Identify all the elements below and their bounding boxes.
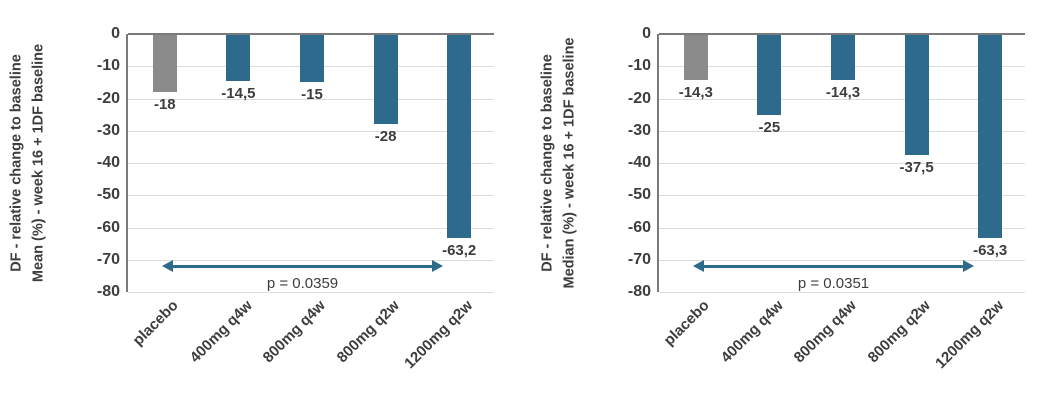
arrow-left-head [692,260,704,273]
gridline [659,195,1025,197]
bar-800mg-q4w [831,34,855,81]
y-tick-label: -10 [96,57,120,75]
gridline [128,195,494,197]
y-tick-label: -70 [96,250,120,268]
bar-value-label: -15 [301,86,323,104]
p-value-label: p = 0.0351 [797,275,870,293]
arrow-right-head [432,260,444,273]
x-category-label: placebo [660,297,713,350]
y-tick-label: -80 [627,283,651,300]
x-category-label: 800mg q4w [790,297,861,367]
gridline [659,227,1025,229]
y-tick-label: -40 [627,154,651,171]
significance-arrow [700,265,967,269]
y-tick-label: 0 [642,25,651,42]
y-tick-label: -50 [96,186,120,204]
bar-value-label: -14,3 [825,84,861,102]
y-tick-label: -10 [627,57,651,75]
bar-1200mg-q2w [447,34,472,238]
zero-axis-line [659,33,1025,35]
p-value-label: p = 0.0359 [266,275,339,293]
bar-400mg-q4w [226,34,251,81]
gridline [128,227,494,229]
x-category-label: 1200mg q2w [401,297,477,373]
bar-placebo [152,34,177,93]
bar-value-label: -14,3 [678,84,713,102]
bar-placebo [683,34,708,81]
bar-value-label: -14,5 [221,84,256,102]
bar-value-label: -63,2 [442,241,477,259]
y-tick-label: -20 [96,89,120,107]
gridline [659,130,1025,132]
gridline [659,292,1025,293]
bar-value-label: -18 [153,96,176,114]
chart-median: DF - relative change to baseline Median … [531,0,1062,418]
gridline [128,98,494,100]
y-tick-label: -50 [627,186,651,204]
gridline [659,163,1025,164]
x-axis-median: placebo 400mg q4w 800mg q4w 800mg q2w 1200mg… [657,294,1025,418]
gridline [659,259,1025,261]
plot-area-median: -14,3 -25 -14,3 -37,5 -63,3 p = 0.0351 [657,33,1025,293]
x-category-label: 800mg q2w [333,297,403,367]
x-category-label: 400mg q4w [186,297,256,367]
bar-value-label: -28 [374,128,397,146]
y-tick-label: -30 [96,121,120,139]
gridline [128,130,494,132]
x-category-label: placebo [129,297,182,350]
gridline [659,98,1025,100]
bar-800mg-q2w [373,34,398,125]
significance-arrow [169,265,436,269]
y-tick-label: -40 [96,154,120,171]
bar-1200mg-q2w [978,34,1003,239]
x-category-label: 1200mg q2w [932,297,1008,373]
zero-axis-line [128,33,494,35]
x-category-label: 400mg q4w [717,297,787,367]
gridline [128,163,494,164]
y-axis-median: 0 -10 -20 -30 -40 -50 -60 -70 -80 [531,0,651,418]
x-category-label: 800mg q2w [864,297,934,367]
chart-mean: DF - relative change to baseline Mean (%… [0,0,531,418]
x-category-label: 800mg q4w [259,297,330,367]
bar-800mg-q4w [300,34,324,83]
y-tick-label: -30 [627,121,651,139]
gridline [128,259,494,261]
bar-value-label: -37,5 [899,158,934,176]
y-tick-label: -60 [96,218,120,236]
gridline [128,292,494,293]
arrow-right-head [963,260,975,273]
bar-value-label: -63,3 [973,242,1008,260]
plot-area-mean: -18 -14,5 -15 -28 -63,2 p = 0.0359 [126,33,494,293]
bar-value-label: -25 [758,118,781,136]
bar-800mg-q2w [904,34,929,155]
y-axis-mean: 0 -10 -20 -30 -40 -50 -60 -70 -80 [0,0,120,418]
y-tick-label: -80 [96,283,120,300]
y-tick-label: -70 [627,250,651,268]
y-tick-label: -20 [627,89,651,107]
arrow-left-head [161,260,173,273]
y-tick-label: -60 [627,218,651,236]
x-axis-mean: placebo 400mg q4w 800mg q4w 800mg q2w 1200mg… [126,294,494,418]
bar-400mg-q4w [757,34,782,115]
y-tick-label: 0 [111,25,120,42]
